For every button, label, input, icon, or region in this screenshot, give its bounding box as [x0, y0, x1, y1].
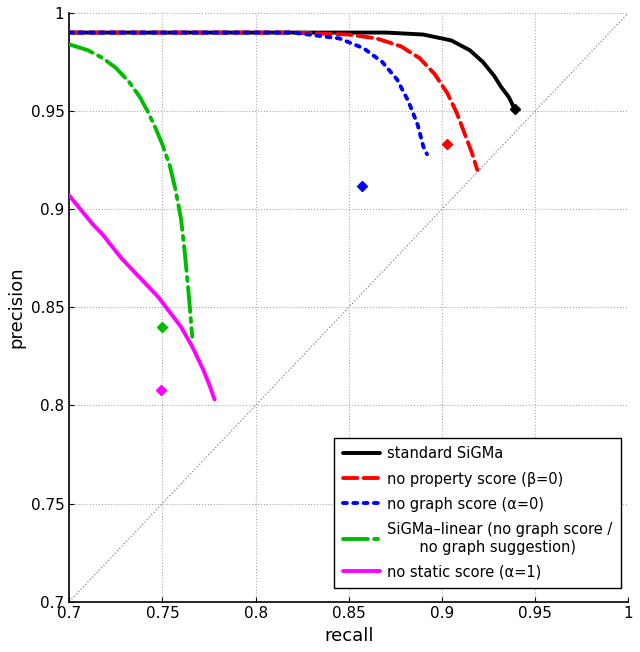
Legend: standard SiGMa, no property score (β=0), no graph score (α=0), SiGMa–linear (no : standard SiGMa, no property score (β=0),…: [335, 437, 621, 589]
Y-axis label: precision: precision: [7, 267, 25, 348]
X-axis label: recall: recall: [324, 627, 374, 645]
